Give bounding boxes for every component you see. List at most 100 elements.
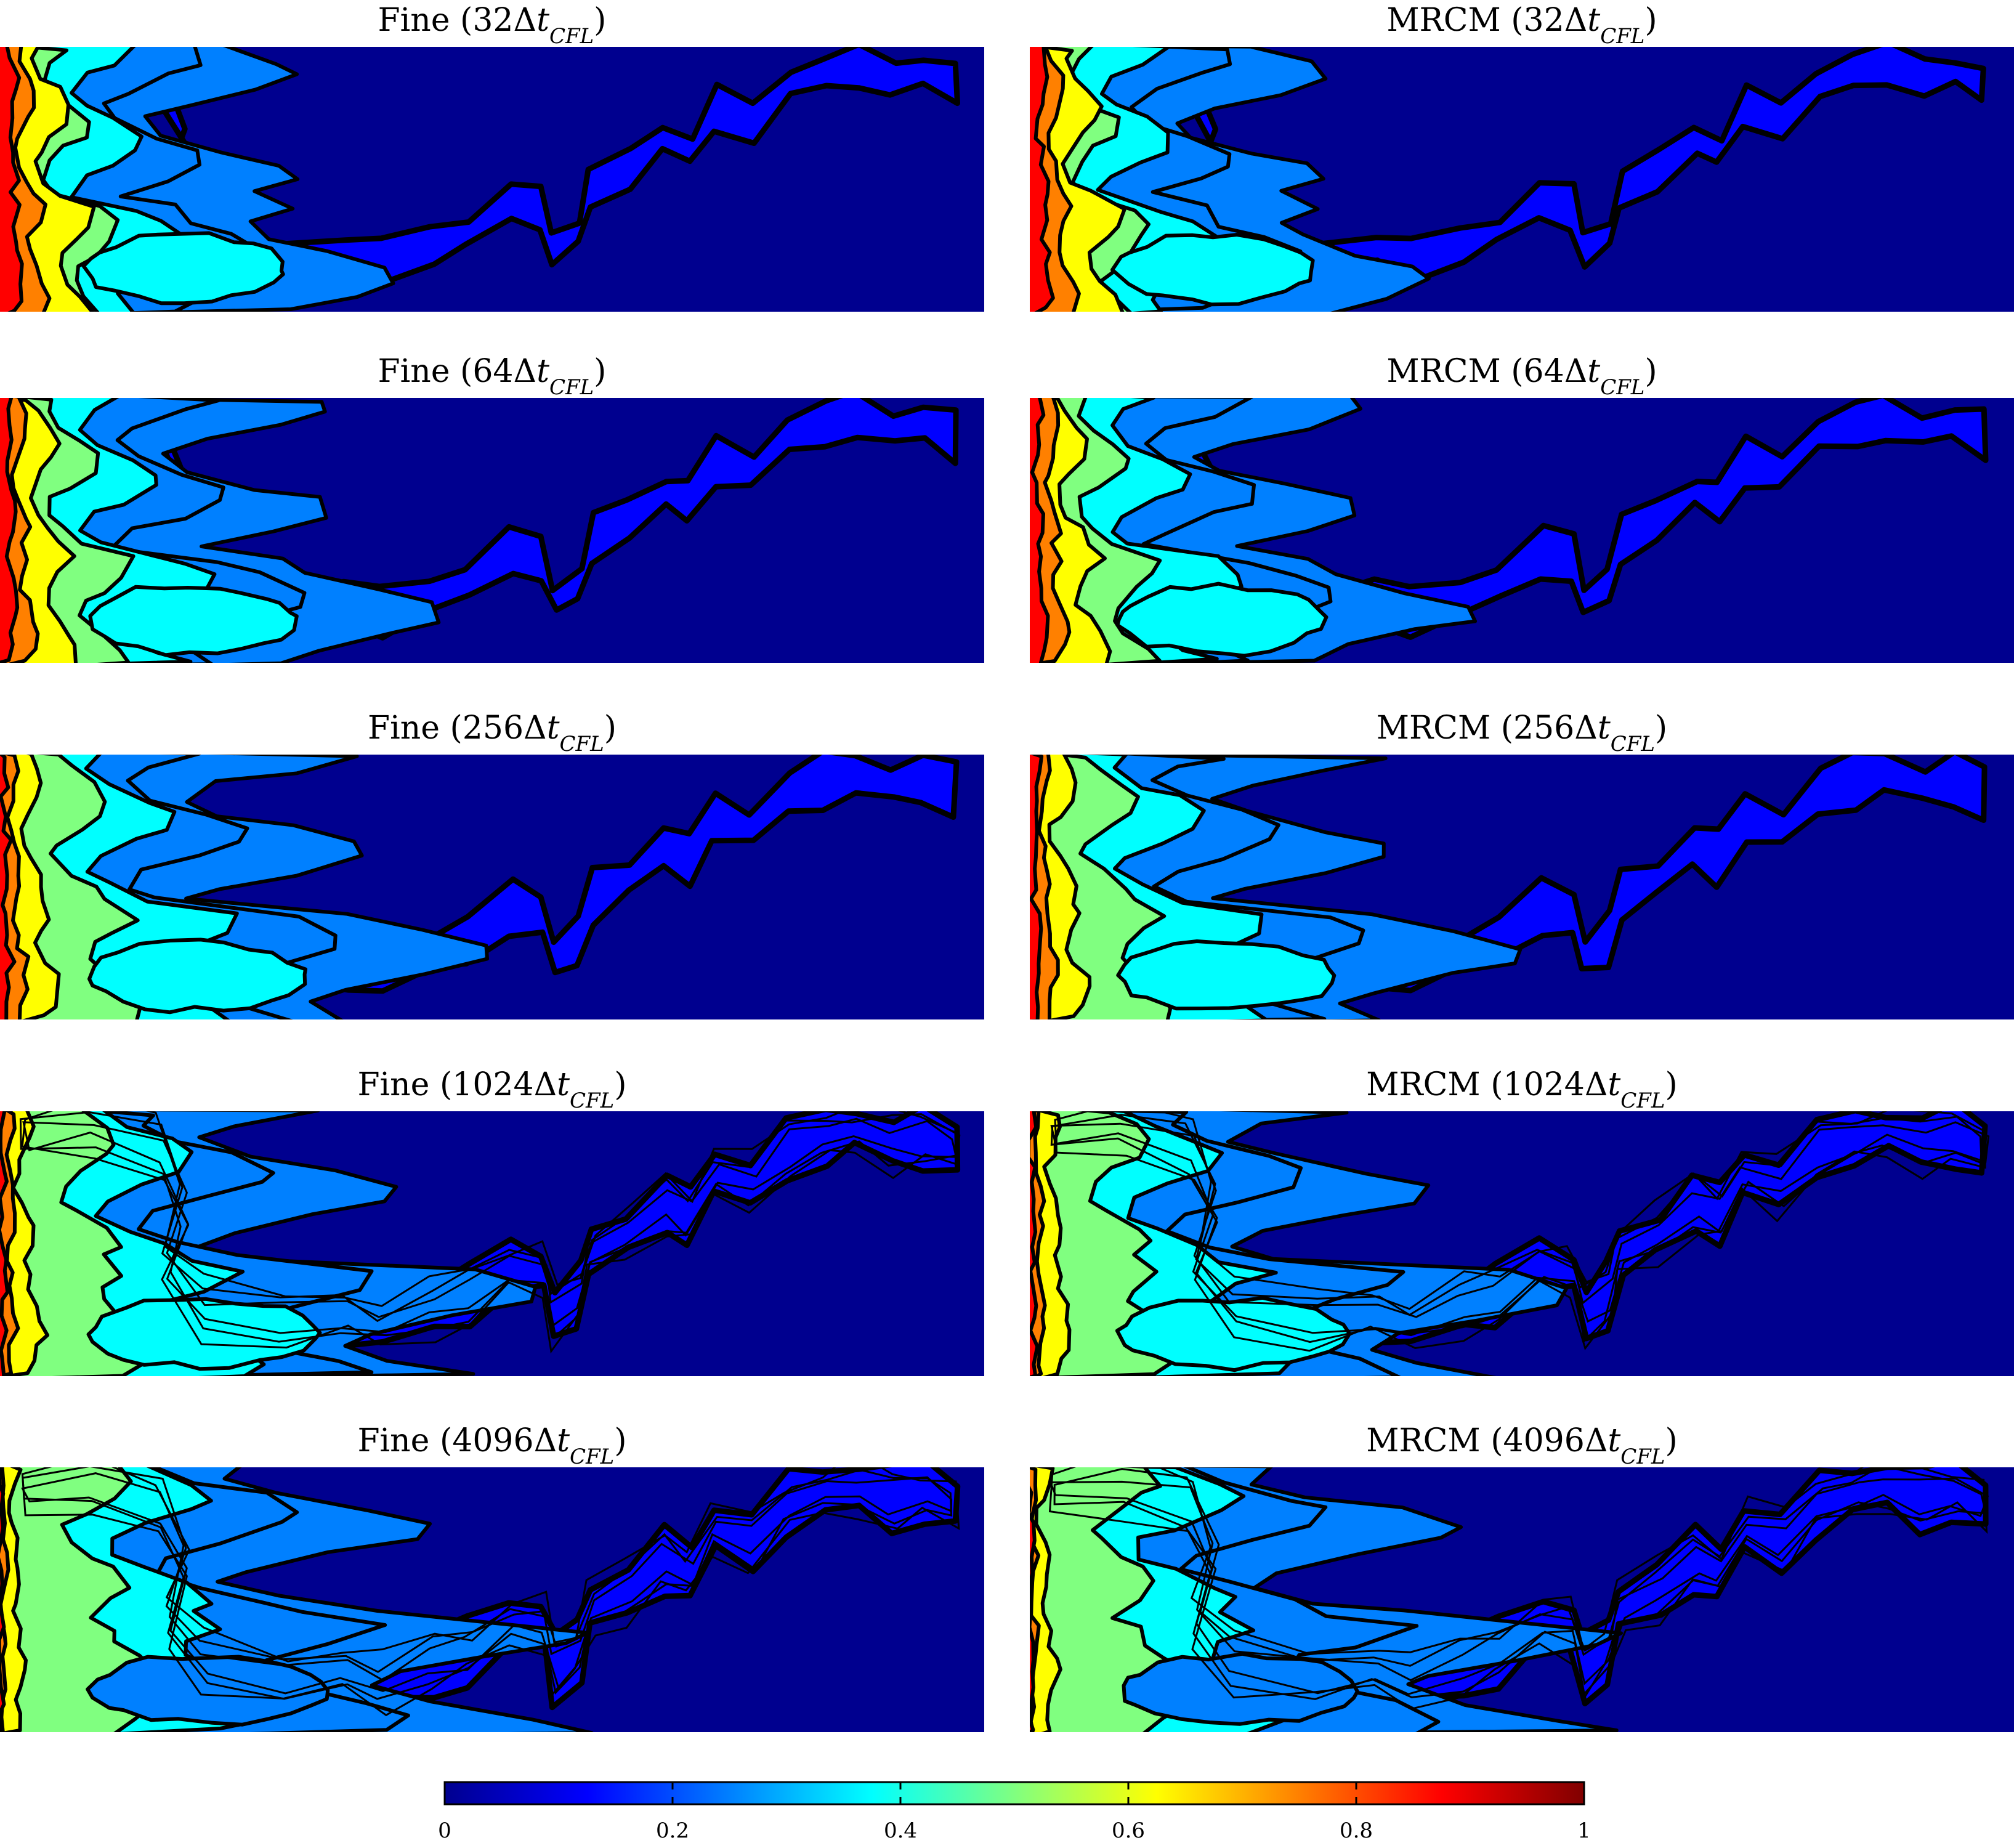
panel-title-suffix: ) bbox=[594, 2, 606, 39]
contour-line-diffuse bbox=[21, 1467, 960, 1717]
contour-field bbox=[0, 1111, 984, 1376]
panel-title-suffix: ) bbox=[594, 353, 606, 390]
panel-fine-4096: Fine (4096ΔtCFL) bbox=[0, 1422, 984, 1732]
contour-field bbox=[1030, 47, 2014, 312]
colorbar-gradient bbox=[443, 1781, 1585, 1805]
panel-title-prefix: Fine (1024Δ bbox=[357, 1066, 557, 1103]
contour-fill-level-7 bbox=[0, 398, 20, 663]
panel-title-prefix: MRCM (32Δ bbox=[1386, 2, 1587, 39]
panel-title-suffix: ) bbox=[1665, 1422, 1677, 1459]
colorbar-tick-label: 0.2 bbox=[656, 1818, 689, 1843]
panel-title-suffix: ) bbox=[614, 1066, 626, 1103]
panel-title: MRCM (1024ΔtCFL) bbox=[1366, 1066, 1678, 1113]
contour-line-diffuse bbox=[1054, 1111, 1987, 1352]
contour-fill-level-7 bbox=[0, 47, 24, 312]
colorbar-tick-label: 0 bbox=[438, 1818, 451, 1843]
panel-title-suffix: ) bbox=[614, 1422, 626, 1459]
contour-field bbox=[1030, 1467, 2014, 1732]
panel-title-var: t bbox=[536, 2, 549, 39]
panel-title-suffix: ) bbox=[1644, 353, 1657, 390]
panel-mrcm-1024: MRCM (1024ΔtCFL) bbox=[1030, 1066, 2014, 1376]
panel-fine-256: Fine (256ΔtCFL) bbox=[0, 710, 984, 1019]
panel-title-var: t bbox=[547, 710, 560, 747]
contour-fill-lower-blob bbox=[1116, 939, 1337, 1011]
panel-title: Fine (4096ΔtCFL) bbox=[357, 1422, 626, 1469]
contour-fill-lower-blob bbox=[1115, 1295, 1352, 1372]
panel-title-subscript: CFL bbox=[560, 732, 604, 756]
panel-title-prefix: MRCM (1024Δ bbox=[1366, 1066, 1608, 1103]
contour-fill-lower-blob bbox=[86, 1655, 330, 1727]
panel-title-subscript: CFL bbox=[549, 24, 594, 49]
panel-fine-1024: Fine (1024ΔtCFL) bbox=[0, 1066, 984, 1376]
contour-field bbox=[1030, 755, 2014, 1019]
panel-title-prefix: MRCM (256Δ bbox=[1377, 710, 1598, 747]
panel-title-var: t bbox=[557, 1422, 570, 1459]
panel-title-var: t bbox=[1587, 2, 1600, 39]
panel-title-prefix: Fine (32Δ bbox=[378, 2, 537, 39]
panel-title-subscript: CFL bbox=[549, 375, 594, 400]
contour-field bbox=[1030, 1111, 2014, 1376]
contour-fill-lower-blob bbox=[88, 585, 299, 657]
panel-title-subscript: CFL bbox=[1600, 24, 1644, 49]
contour-fill-lower-blob bbox=[1115, 582, 1329, 658]
contour-fill-lower-blob bbox=[81, 231, 285, 306]
contour-fill-channel bbox=[1048, 398, 1989, 640]
panel-fine-64: Fine (64ΔtCFL) bbox=[0, 353, 984, 663]
panel-title-var: t bbox=[536, 353, 549, 390]
panel-title: Fine (32ΔtCFL) bbox=[378, 2, 607, 49]
colorbar-tick-label: 0.8 bbox=[1340, 1818, 1373, 1843]
panel-title-var: t bbox=[557, 1066, 570, 1103]
contour-fill-level-7 bbox=[1030, 398, 1050, 663]
panel-title-prefix: MRCM (64Δ bbox=[1386, 353, 1587, 390]
contour-line-diffuse bbox=[22, 1117, 958, 1334]
panel-title-suffix: ) bbox=[1655, 710, 1667, 747]
contour-fill-level-7 bbox=[1030, 755, 1044, 1019]
panel-title-var: t bbox=[1587, 353, 1600, 390]
panel-title: MRCM (4096ΔtCFL) bbox=[1366, 1422, 1678, 1469]
panel-title-subscript: CFL bbox=[1620, 1445, 1665, 1469]
panel-title: MRCM (256ΔtCFL) bbox=[1377, 710, 1667, 756]
panel-mrcm-4096: MRCM (4096ΔtCFL) bbox=[1030, 1422, 2014, 1732]
panel-title: Fine (256ΔtCFL) bbox=[368, 710, 617, 756]
panel-title-subscript: CFL bbox=[1600, 375, 1644, 400]
panel-title-var: t bbox=[1608, 1066, 1620, 1103]
contour-line-diffuse bbox=[1048, 1467, 1988, 1710]
contour-line-diffuse bbox=[22, 1467, 953, 1700]
contour-fill-level-7 bbox=[1030, 1111, 1040, 1376]
contour-field bbox=[0, 398, 984, 663]
panel-mrcm-256: MRCM (256ΔtCFL) bbox=[1030, 710, 2014, 1019]
contour-line-diffuse bbox=[21, 1111, 960, 1354]
panel-title: Fine (1024ΔtCFL) bbox=[357, 1066, 626, 1113]
contour-field bbox=[1030, 398, 2014, 663]
panel-mrcm-64: MRCM (64ΔtCFL) bbox=[1030, 353, 2014, 663]
panel-title-subscript: CFL bbox=[1611, 732, 1655, 756]
colorbar-tick-label: 0.4 bbox=[884, 1818, 917, 1843]
contour-fill-level-7 bbox=[0, 755, 17, 1019]
panel-title: Fine (64ΔtCFL) bbox=[378, 353, 607, 400]
panel-title-subscript: CFL bbox=[570, 1088, 614, 1113]
contour-fill-level-7 bbox=[0, 1467, 6, 1732]
panel-title-prefix: Fine (4096Δ bbox=[357, 1422, 557, 1459]
panel-title-suffix: ) bbox=[1665, 1066, 1677, 1103]
contour-fill-level-7 bbox=[0, 1111, 10, 1376]
contour-line-diffuse bbox=[1050, 1114, 1983, 1343]
panel-title-subscript: CFL bbox=[570, 1445, 614, 1469]
contour-fill-level-7 bbox=[1030, 1485, 1037, 1732]
panel-title-var: t bbox=[1608, 1422, 1620, 1459]
contour-fill-channel bbox=[18, 398, 959, 641]
panel-title-suffix: ) bbox=[604, 710, 617, 747]
contour-fill-lower-blob bbox=[86, 1297, 322, 1371]
panel-mrcm-32: MRCM (32ΔtCFL) bbox=[1030, 2, 2014, 312]
panel-title-prefix: MRCM (4096Δ bbox=[1366, 1422, 1608, 1459]
panel-grid: Fine (32ΔtCFL) MRCM (32ΔtCFL)Fine (64ΔtCF… bbox=[0, 2, 2014, 1732]
colorbar: 0 0.2 0.4 0.6 0.8 1 bbox=[438, 1781, 1591, 1843]
panel-title: MRCM (32ΔtCFL) bbox=[1386, 2, 1657, 49]
contour-field bbox=[0, 47, 984, 312]
contour-fill-level-5 bbox=[0, 1467, 28, 1732]
colorbar-tick-label: 0.6 bbox=[1112, 1818, 1145, 1843]
contour-fill-level-7 bbox=[1030, 47, 1055, 312]
contour-fill-lower-blob bbox=[1122, 1651, 1359, 1726]
panel-title-prefix: Fine (256Δ bbox=[368, 710, 547, 747]
panel-fine-32: Fine (32ΔtCFL) bbox=[0, 2, 984, 312]
